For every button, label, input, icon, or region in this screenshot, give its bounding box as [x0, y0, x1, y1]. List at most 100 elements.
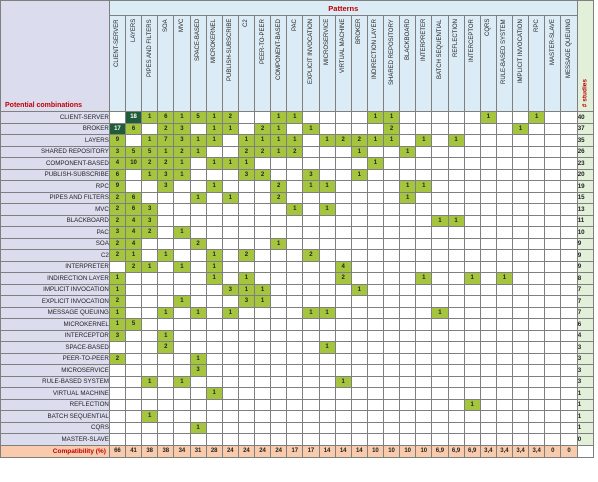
matrix-cell	[318, 122, 336, 135]
matrix-cell	[173, 180, 191, 193]
matrix-cell: 1	[221, 122, 239, 135]
matrix-cell	[189, 283, 207, 296]
matrix-cell: 1	[495, 272, 514, 285]
matrix-cell	[560, 111, 578, 124]
matrix-cell	[141, 306, 159, 319]
matrix-cell	[399, 398, 417, 411]
matrix-cell	[221, 329, 239, 342]
matrix-cell	[253, 226, 272, 239]
matrix-row: CQRS 1 1	[0, 421, 595, 434]
matrix-row: RPC 9 3 1 2 1 1 1 1 19	[0, 180, 595, 193]
matrix-row: C2 2 1 1 1 2 2 9	[0, 249, 595, 262]
matrix-cell	[350, 410, 368, 423]
matrix-cell	[124, 329, 143, 342]
matrix-cell	[221, 352, 239, 365]
matrix-cell	[270, 364, 288, 377]
matrix-cell	[205, 329, 223, 342]
matrix-cell: 4	[124, 214, 143, 227]
matrix-cell	[479, 191, 497, 204]
matrix-cell	[253, 157, 272, 170]
column-header: CQRS	[479, 15, 497, 112]
matrix-cell	[318, 168, 336, 181]
column-label: PEER-TO-PEER	[259, 19, 266, 64]
matrix-cell	[221, 410, 239, 423]
matrix-cell	[544, 191, 562, 204]
matrix-cell: 3	[189, 364, 207, 377]
column-header: MVC	[173, 15, 191, 112]
matrix-cell	[479, 237, 497, 250]
matrix-cell	[270, 214, 288, 227]
column-label: REFLECTION	[453, 19, 460, 58]
matrix-cell	[366, 180, 385, 193]
matrix-cell	[350, 433, 368, 446]
compatibility-value: 24	[237, 444, 256, 458]
matrix-cell: 3	[173, 122, 191, 135]
matrix-cell	[237, 111, 256, 124]
matrix-cell	[431, 249, 449, 262]
matrix-cell	[479, 387, 497, 400]
column-header: CLIENT-SERVER	[108, 15, 127, 112]
matrix-cell	[382, 295, 401, 308]
row-label: CQRS	[0, 421, 110, 434]
matrix-cell: 1	[253, 134, 272, 147]
matrix-cell	[334, 306, 352, 319]
matrix-cell: 1	[205, 387, 223, 400]
matrix-cell	[431, 329, 449, 342]
matrix-cell: 1	[318, 180, 336, 193]
matrix-cell	[544, 272, 562, 285]
matrix-row: INTERPRETER 2 1 1 1 4 9	[0, 260, 595, 273]
matrix-cell	[528, 295, 546, 308]
compatibility-value: 3,4	[528, 444, 546, 458]
matrix-cell	[157, 191, 175, 204]
studies-count: 3	[576, 364, 595, 377]
matrix-cell	[334, 214, 352, 227]
matrix-cell	[334, 387, 352, 400]
matrix-cell	[431, 387, 449, 400]
column-label: COMPONENT-BASED	[275, 19, 282, 81]
matrix-cell	[286, 329, 304, 342]
matrix-cell	[157, 214, 175, 227]
matrix-cell: 2	[270, 191, 288, 204]
matrix-cell	[463, 318, 481, 331]
matrix-cell	[382, 249, 401, 262]
matrix-cell	[415, 122, 433, 135]
matrix-row: BROKER 17 6 2 3 1 1 2 1 1 2 1 37	[0, 122, 595, 135]
matrix-cell: 1	[318, 306, 336, 319]
matrix-cell: 1	[334, 375, 352, 388]
matrix-cell	[253, 180, 272, 193]
matrix-cell	[399, 122, 417, 135]
matrix-cell	[157, 272, 175, 285]
matrix-cell	[366, 410, 385, 423]
matrix-cell	[334, 180, 352, 193]
row-label: INTERPRETER	[0, 260, 110, 273]
matrix-cell	[447, 398, 465, 411]
matrix-cell	[366, 260, 385, 273]
matrix-cell: 2	[334, 272, 352, 285]
matrix-cell	[318, 387, 336, 400]
matrix-cell	[350, 318, 368, 331]
matrix-cell	[382, 410, 401, 423]
matrix-cell	[463, 283, 481, 296]
matrix-cell	[528, 329, 546, 342]
matrix-cell: 1	[302, 122, 320, 135]
matrix-cell	[334, 157, 352, 170]
matrix-cell	[270, 421, 288, 434]
matrix-cell	[560, 364, 578, 377]
matrix-cell: 1	[205, 260, 223, 273]
matrix-cell	[479, 249, 497, 262]
matrix-row: MVC 2 6 3 1 1 13	[0, 203, 595, 216]
matrix-cell: 1	[173, 295, 191, 308]
column-header: SHARED REPOSITORY	[382, 15, 401, 112]
matrix-cell	[205, 226, 223, 239]
matrix-cell	[221, 168, 239, 181]
matrix-cell	[399, 157, 417, 170]
matrix-cell	[237, 375, 256, 388]
matrix-cell: 1	[286, 111, 304, 124]
matrix-cell	[205, 364, 223, 377]
row-label: MVC	[0, 203, 110, 216]
matrix-cell	[366, 352, 385, 365]
matrix-cell	[124, 180, 143, 193]
matrix-cell	[366, 329, 385, 342]
matrix-cell	[286, 295, 304, 308]
column-label: RULE-BASED SYSTEM	[501, 19, 508, 84]
